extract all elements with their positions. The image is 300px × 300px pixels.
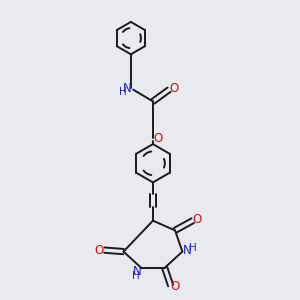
Text: O: O [94,244,104,256]
Text: H: H [119,87,127,97]
Text: O: O [153,132,162,145]
Text: O: O [169,82,178,95]
Text: O: O [171,280,180,293]
Text: H: H [132,271,140,281]
Text: O: O [193,213,202,226]
Text: N: N [123,82,132,95]
Text: N: N [183,244,192,256]
Text: N: N [132,265,141,278]
Text: H: H [189,243,196,253]
